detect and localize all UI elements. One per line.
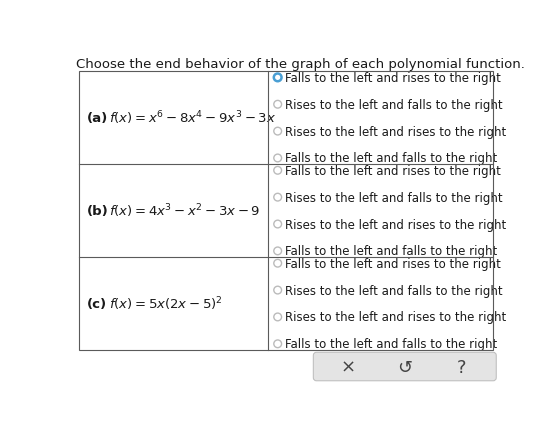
Text: Falls to the left and falls to the right: Falls to the left and falls to the right: [286, 338, 498, 351]
Text: Rises to the left and rises to the right: Rises to the left and rises to the right: [286, 125, 507, 138]
Text: Choose the end behavior of the graph of each polynomial function.: Choose the end behavior of the graph of …: [76, 58, 525, 71]
Text: ↺: ↺: [397, 358, 412, 376]
Text: (b): (b): [87, 204, 109, 217]
FancyBboxPatch shape: [314, 352, 496, 381]
Text: $f(x) = x^{6} - 8x^{4} - 9x^{3} - 3x$: $f(x) = x^{6} - 8x^{4} - 9x^{3} - 3x$: [109, 110, 276, 127]
Text: (c): (c): [87, 297, 107, 310]
Text: Falls to the left and rises to the right: Falls to the left and rises to the right: [286, 164, 501, 178]
Text: Rises to the left and rises to the right: Rises to the left and rises to the right: [286, 311, 507, 324]
Text: Falls to the left and falls to the right: Falls to the left and falls to the right: [286, 245, 498, 258]
Text: ×: ×: [340, 358, 356, 376]
Text: Rises to the left and rises to the right: Rises to the left and rises to the right: [286, 218, 507, 231]
Text: Rises to the left and falls to the right: Rises to the left and falls to the right: [286, 284, 503, 297]
Text: (a): (a): [87, 112, 108, 125]
Text: ?: ?: [456, 358, 466, 376]
Text: Falls to the left and falls to the right: Falls to the left and falls to the right: [286, 152, 498, 165]
Text: Falls to the left and rises to the right: Falls to the left and rises to the right: [286, 72, 501, 85]
Text: $f(x) = 4x^{3} - x^{2} - 3x - 9$: $f(x) = 4x^{3} - x^{2} - 3x - 9$: [109, 202, 260, 220]
Text: Rises to the left and falls to the right: Rises to the left and falls to the right: [286, 99, 503, 112]
Text: $f(x) = 5x(2x - 5)^{2}$: $f(x) = 5x(2x - 5)^{2}$: [109, 295, 222, 312]
Text: Rises to the left and falls to the right: Rises to the left and falls to the right: [286, 191, 503, 204]
Bar: [80, 72, 493, 350]
Text: Falls to the left and rises to the right: Falls to the left and rises to the right: [286, 257, 501, 270]
